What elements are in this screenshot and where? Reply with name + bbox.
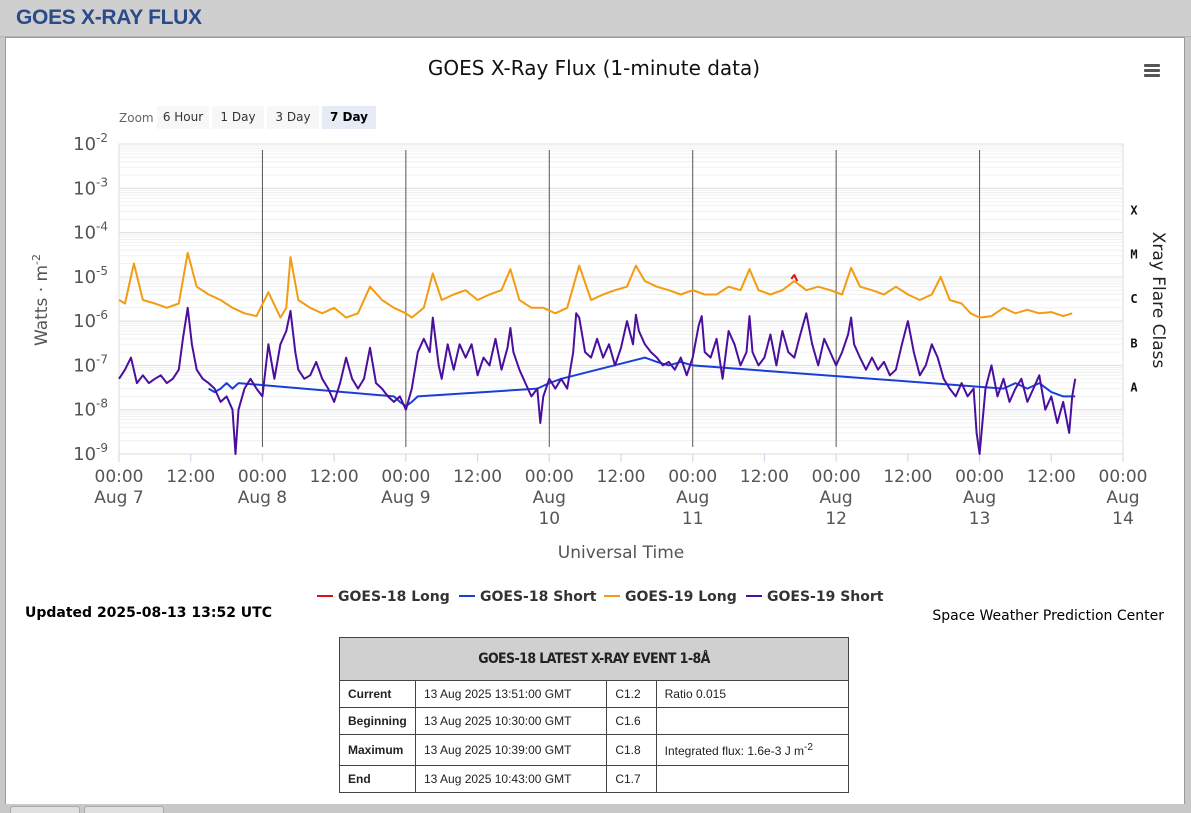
- y-axis-label: Watts · m-2: [30, 254, 52, 346]
- series-line-goes-18-long: [790, 274, 799, 282]
- legend-item[interactable]: GOES-19 Short: [746, 589, 884, 605]
- series-line-goes-19-long: [118, 251, 1073, 319]
- x-tick-label: 12:00: [1027, 467, 1076, 487]
- row-class: C1.2: [606, 680, 657, 708]
- x-tick-label: 12:00: [883, 467, 932, 487]
- x-tick-label: 00:00 Aug 12: [812, 467, 861, 529]
- flare-class-m: M: [1130, 248, 1137, 262]
- event-table-title: GOES-18 LATEST X-RAY EVENT 1-8Å: [339, 637, 849, 681]
- chart-title: GOES X-Ray Flux (1-minute data): [428, 56, 760, 80]
- day-lines: [261, 150, 981, 447]
- legend-item[interactable]: GOES-18 Long: [317, 589, 450, 605]
- table-row: Current 13 Aug 2025 13:51:00 GMT C1.2 Ra…: [339, 680, 850, 708]
- flare-class-x: X: [1130, 203, 1138, 217]
- series-line-goes-18-short: [208, 356, 1076, 408]
- x-tick-label: 12:00: [740, 467, 789, 487]
- x-tick-label: 00:00 Aug 7: [94, 467, 143, 508]
- zoom-button-1-day[interactable]: 1 Day: [212, 106, 264, 129]
- zoom-label: Zoom: [119, 111, 154, 125]
- row-class: C1.7: [606, 765, 657, 793]
- grid: [118, 143, 1124, 462]
- row-label: Beginning: [339, 707, 416, 735]
- zoom-button-bg: [157, 106, 209, 129]
- row-class: C1.6: [606, 707, 657, 735]
- zoom-buttons: 6 Hour 1 Day 3 Day 7 Day: [157, 106, 376, 129]
- row-extra: Ratio 0.015: [655, 680, 850, 708]
- integrated-flux-sup: -2: [804, 742, 813, 753]
- y-tick-label: 10-9: [73, 441, 108, 465]
- row-label: End: [339, 765, 416, 793]
- row-time: 13 Aug 2025 13:51:00 GMT: [414, 680, 608, 708]
- zoom-button-label: 1 Day: [220, 110, 255, 124]
- row-time: 13 Aug 2025 10:43:00 GMT: [414, 765, 608, 793]
- row-extra: [655, 765, 850, 793]
- x-tick-label: 00:00 Aug 13: [955, 467, 1004, 529]
- updated-timestamp: Updated 2025-08-13 13:52 UTC: [25, 605, 272, 621]
- legend-label: GOES-18 Short: [480, 589, 597, 605]
- row-label: Maximum: [339, 734, 416, 766]
- footer-strip: [0, 804, 1191, 810]
- legend: GOES-18 Long GOES-18 Short GOES-19 Long GOE…: [317, 589, 884, 605]
- legend-label: GOES-18 Long: [338, 589, 450, 605]
- x-tick-label: 00:00 Aug 14: [1099, 467, 1148, 529]
- y-tick-label: 10-5: [73, 264, 108, 288]
- row-extra: [655, 707, 850, 735]
- x-tick-label: 00:00 Aug 8: [238, 467, 287, 508]
- y-tick-label: 10-3: [73, 175, 108, 199]
- legend-item[interactable]: GOES-18 Short: [459, 589, 597, 605]
- y-tick-label: 10-6: [73, 308, 108, 332]
- y-tick-label: 10-2: [73, 131, 108, 155]
- page-title: GOES X-RAY FLUX: [16, 6, 202, 29]
- zoom-button-6-hour[interactable]: 6 Hour: [157, 106, 209, 129]
- zoom-button-label: 7 Day: [330, 110, 368, 124]
- y-axis-ticks: 10-2 10-3 10-4 10-5 10-6 10-7 10-8 10-9: [73, 131, 108, 465]
- zoom-button-bg: [267, 106, 319, 129]
- y-axis-right-label: Xray Flare Class: [1148, 232, 1168, 369]
- flare-class-a: A: [1130, 381, 1138, 395]
- row-class: C1.8: [606, 734, 657, 766]
- integrated-flux-text: Integrated flux: 1.6e-3 J m: [664, 744, 805, 758]
- legend-label: GOES-19 Long: [625, 589, 737, 605]
- x-tick-label: 12:00: [310, 467, 359, 487]
- table-row: End 13 Aug 2025 10:43:00 GMT C1.7: [339, 765, 850, 793]
- x-tick-label: 00:00 Aug 9: [381, 467, 430, 508]
- x-axis-ticks: 00:00 Aug 7 12:00 00:00 Aug 8 12:00 00:00 Aug 9…: [94, 467, 1147, 529]
- row-time: 13 Aug 2025 10:39:00 GMT: [414, 734, 608, 766]
- x-axis-label: Universal Time: [558, 543, 684, 563]
- series-lines: [118, 251, 1077, 455]
- x-tick-label: 00:00 Aug 10: [525, 467, 574, 529]
- y-tick-label: 10-7: [73, 352, 108, 376]
- legend-label: GOES-19 Short: [767, 589, 884, 605]
- y-tick-label: 10-8: [73, 397, 108, 421]
- row-label: Current: [339, 680, 416, 708]
- y-axis-label-sup: -2: [30, 254, 43, 265]
- flare-class-labels: X M C B A: [1130, 203, 1138, 394]
- x-tick-label: 12:00: [453, 467, 502, 487]
- latest-event-table: GOES-18 LATEST X-RAY EVENT 1-8Å Current …: [339, 637, 850, 793]
- row-extra: Integrated flux: 1.6e-3 J m-2: [655, 734, 850, 766]
- y-tick-label: 10-4: [73, 220, 108, 244]
- table-row: Maximum 13 Aug 2025 10:39:00 GMT C1.8 In…: [339, 734, 850, 766]
- table-row: Beginning 13 Aug 2025 10:30:00 GMT C1.6: [339, 707, 850, 735]
- header-bar: GOES X-RAY FLUX: [0, 0, 1191, 37]
- x-tick-label: 00:00 Aug 11: [668, 467, 717, 529]
- legend-item[interactable]: GOES-19 Long: [604, 589, 737, 605]
- flare-class-c: C: [1130, 292, 1137, 306]
- flare-class-b: B: [1130, 336, 1137, 350]
- credit-text: Space Weather Prediction Center: [932, 608, 1164, 624]
- zoom-button-label: 3 Day: [275, 110, 310, 124]
- zoom-button-7-day[interactable]: 7 Day: [322, 106, 376, 129]
- zoom-button-bg: [322, 106, 376, 129]
- zoom-button-label: 6 Hour: [163, 110, 203, 124]
- zoom-button-bg: [212, 106, 264, 129]
- x-tick-label: 12:00: [597, 467, 646, 487]
- x-tick-label: 12:00: [166, 467, 215, 487]
- series-line-goes-19-short: [118, 306, 1077, 455]
- zoom-button-3-day[interactable]: 3 Day: [267, 106, 319, 129]
- menu-icon[interactable]: [1138, 58, 1164, 82]
- row-time: 13 Aug 2025 10:30:00 GMT: [414, 707, 608, 735]
